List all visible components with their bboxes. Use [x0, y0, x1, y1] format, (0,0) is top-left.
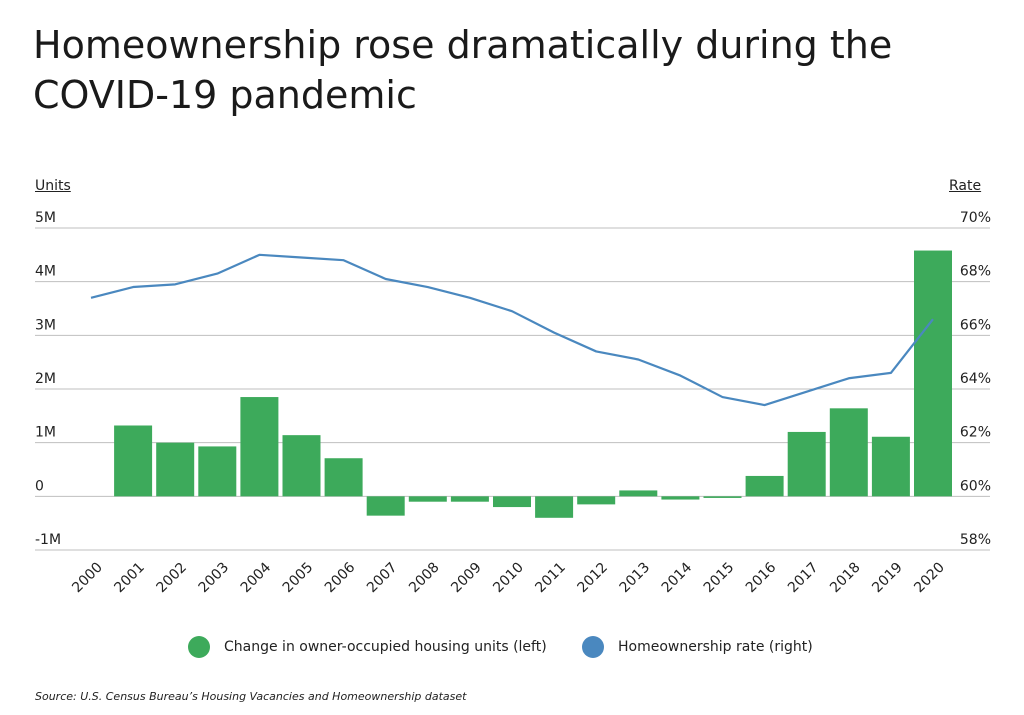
bar	[324, 458, 363, 497]
bar	[114, 425, 153, 497]
left-tick-label: -1M	[35, 532, 61, 548]
x-tick-label: 2013	[617, 560, 654, 597]
line-series	[90, 253, 934, 407]
x-tick-label: 2003	[196, 560, 233, 597]
left-tick-label: 2M	[35, 371, 56, 387]
legend-label-line: Homeownership rate (right)	[618, 639, 813, 655]
bar	[577, 496, 616, 505]
x-tick-label: 2004	[238, 559, 275, 596]
x-tick-label: 2005	[280, 560, 317, 597]
bar	[829, 408, 868, 497]
x-tick-label: 2017	[785, 560, 822, 597]
bar	[198, 446, 237, 497]
legend: Change in owner-occupied housing units (…	[0, 636, 1024, 662]
bar	[366, 496, 405, 516]
x-tick-label: 2000	[69, 560, 106, 597]
bar	[745, 475, 784, 497]
bar	[493, 496, 531, 508]
left-tick-label: 4M	[35, 264, 56, 280]
legend-item-bars: Change in owner-occupied housing units (…	[188, 636, 547, 658]
bar	[703, 496, 742, 498]
bar	[661, 496, 700, 500]
left-axis-title: Units	[35, 178, 71, 194]
x-tick-label: 2016	[743, 559, 780, 596]
right-tick-label: 66%	[960, 317, 991, 333]
right-tick-label: 60%	[960, 478, 991, 494]
x-tick-label: 2020	[911, 560, 948, 597]
bar	[619, 490, 658, 497]
right-tick-label: 62%	[960, 425, 991, 441]
x-tick-label: 2008	[406, 560, 443, 597]
x-tick-label: 2019	[869, 560, 906, 597]
left-tick-label: 0	[35, 478, 44, 494]
source-note: Source: U.S. Census Bureau’s Housing Vac…	[35, 690, 467, 703]
bar	[787, 431, 826, 497]
left-tick-label: 1M	[35, 425, 56, 441]
bar	[282, 435, 321, 497]
chart-title: Homeownership rose dramatically during t…	[33, 23, 893, 117]
x-tick-label: 2006	[322, 559, 359, 596]
x-tick-label: 2009	[448, 560, 485, 597]
right-tick-label: 70%	[960, 210, 991, 226]
x-tick-label: 2002	[154, 560, 191, 597]
bar	[914, 250, 952, 497]
left-tick-label: 5M	[35, 210, 56, 226]
legend-label-bars: Change in owner-occupied housing units (…	[224, 639, 547, 655]
bar	[156, 442, 195, 497]
legend-item-line: Homeownership rate (right)	[582, 636, 813, 658]
bar	[450, 496, 489, 502]
x-tick-label: 2014	[659, 559, 696, 596]
x-tick-label: 2001	[111, 560, 148, 597]
x-tick-label: 2007	[364, 560, 401, 597]
x-tick-label: 2011	[532, 560, 569, 597]
legend-swatch-line	[582, 636, 604, 658]
bar	[535, 496, 574, 518]
bar	[408, 496, 447, 502]
x-tick-label: 2018	[827, 560, 864, 597]
x-tick-label: 2015	[701, 560, 738, 597]
x-tick-label: 2012	[575, 560, 612, 597]
legend-swatch-bars	[188, 636, 210, 658]
right-axis-title: Rate	[949, 178, 982, 194]
left-tick-label: 3M	[35, 317, 56, 333]
bar	[240, 397, 279, 497]
right-tick-label: 64%	[960, 371, 991, 387]
right-tick-label: 68%	[960, 264, 991, 280]
right-tick-label: 58%	[960, 532, 991, 548]
x-tick-label: 2010	[490, 560, 527, 597]
bar	[871, 436, 910, 497]
